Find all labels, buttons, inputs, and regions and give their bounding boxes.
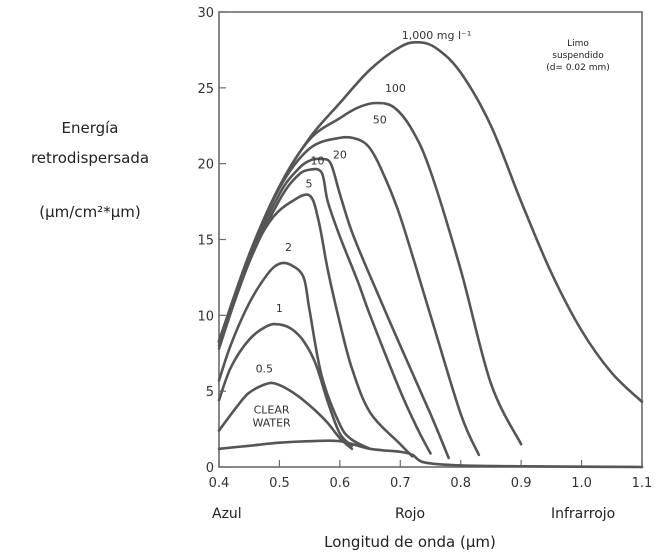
x-tick-label: 1.1 xyxy=(632,476,653,491)
x-tick-label: 0.5 xyxy=(269,476,290,491)
curve-label-clear-water: WATER xyxy=(252,417,291,430)
reflectance-curves xyxy=(217,40,644,469)
curve-label-1: 1 xyxy=(276,302,283,315)
y-axis-title-line-2: retrodispersada xyxy=(30,149,150,167)
curve-1 xyxy=(217,322,354,448)
curve-2 xyxy=(217,261,372,451)
y-axis-title-line-3: (µm/cm²*µm) xyxy=(39,203,141,221)
curve-5 xyxy=(217,193,414,458)
curve-label-100: 100 xyxy=(385,82,406,95)
curve-20 xyxy=(217,157,450,460)
curve-label-50: 50 xyxy=(373,114,387,127)
curve-label-20: 20 xyxy=(333,149,347,162)
y-tick-label: 10 xyxy=(197,309,214,324)
curve-0-5 xyxy=(217,381,354,451)
curve-label-1-000-mg-l: 1,000 mg l⁻¹ xyxy=(402,29,471,42)
band-label-azul: Azul xyxy=(212,506,242,522)
y-tick-label: 5 xyxy=(206,385,214,400)
band-label-rojo: Rojo xyxy=(395,506,426,522)
annotation-line-2: suspendido xyxy=(552,51,604,61)
curve-label-clear-water: CLEAR xyxy=(254,404,290,417)
x-axis-title: Longitud de onda (µm) xyxy=(324,533,496,551)
y-axis-ticks: 0 5 10 15 20 25 30 xyxy=(197,6,226,476)
x-tick-label: 0.7 xyxy=(390,476,411,491)
curve-label-10: 10 xyxy=(310,155,324,168)
curve-1-000-mg-l xyxy=(217,40,644,404)
y-tick-label: 0 xyxy=(206,461,214,476)
x-tick-label: 0.9 xyxy=(511,476,532,491)
curve-label-2: 2 xyxy=(285,241,292,254)
band-label-infrarrojo: Infrarrojo xyxy=(551,506,616,522)
y-axis-title-line-1: Energía xyxy=(61,119,119,137)
annotation-line-3: (d= 0.02 mm) xyxy=(546,63,610,73)
x-tick-label: 1.0 xyxy=(571,476,592,491)
curve-label-5: 5 xyxy=(306,177,313,190)
x-tick-label: 0.6 xyxy=(330,476,351,491)
y-tick-label: 15 xyxy=(197,234,214,249)
y-tick-label: 30 xyxy=(197,6,214,21)
curve-10 xyxy=(217,167,432,455)
curve-clear-water xyxy=(217,439,644,469)
curve-label-0-5: 0.5 xyxy=(256,362,274,375)
x-tick-label: 0.4 xyxy=(209,476,230,491)
plot-frame xyxy=(218,11,643,468)
annotation-line-1: Limo xyxy=(567,39,589,49)
y-tick-label: 25 xyxy=(197,82,214,97)
x-tick-label: 0.8 xyxy=(450,476,471,491)
y-tick-label: 20 xyxy=(197,158,214,173)
